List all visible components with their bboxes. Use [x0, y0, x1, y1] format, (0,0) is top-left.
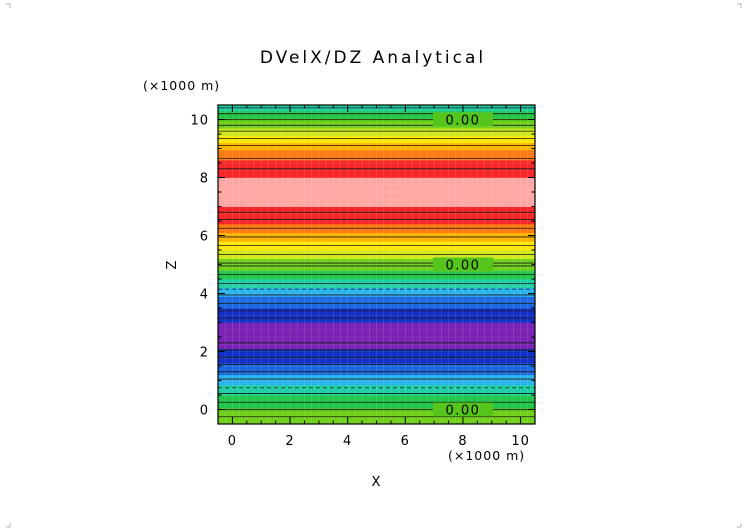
contour-labels: 0.00 0.00 0.00 [432, 112, 493, 419]
y-tick-label-6: 6 [200, 230, 209, 245]
contour-label-bg-1 [432, 257, 493, 272]
heatmap-band-24 [218, 128, 535, 136]
x-tick-label-10: 10 [511, 434, 530, 449]
x-axis-label: X [372, 475, 381, 490]
heatmap-band-10 [218, 287, 535, 297]
heatmap-band-7 [218, 322, 535, 349]
page-corner-marks [6, 3, 742, 528]
x-tick-label-0: 0 [228, 434, 237, 449]
y-axis-label: Z [165, 260, 180, 269]
contour-label-0: 0.00 [445, 114, 480, 129]
x-tick-label-6: 6 [401, 434, 410, 449]
contour-label-2: 0.00 [445, 404, 480, 419]
heatmap-band-22 [218, 142, 535, 151]
heatmap-band-25 [218, 120, 535, 129]
y-tick-label-0: 0 [200, 404, 209, 419]
x-axis-ticks: 0 2 4 6 8 10 [228, 105, 530, 449]
heatmap-band-19 [218, 177, 535, 207]
heatmap-band-9 [218, 296, 535, 309]
heatmap-band-23 [218, 135, 535, 144]
heatmap-band-3 [218, 384, 535, 396]
contour-label-1: 0.00 [445, 259, 480, 274]
y-tick-label-2: 2 [200, 346, 209, 361]
contour-label-bg-0 [432, 112, 493, 127]
y-tick-label-8: 8 [200, 172, 209, 187]
contour-label-bg-2 [432, 402, 493, 417]
heatmap-band-6 [218, 348, 535, 364]
y-tick-label-4: 4 [200, 288, 209, 303]
y-tick-label-10: 10 [190, 114, 209, 129]
heatmap-band-21 [218, 149, 535, 161]
y-axis-ticks: 0 2 4 6 8 10 [190, 114, 535, 419]
y-axis-unit: (×1000 m) [143, 78, 220, 93]
chart-title: DVelX/DZ Analytical [260, 48, 486, 68]
x-tick-label-8: 8 [458, 434, 467, 449]
heatmap-band-4 [218, 374, 535, 386]
x-tick-label-2: 2 [285, 434, 294, 449]
heatmap-band-8 [218, 308, 535, 323]
heatmap-band-27 [218, 110, 535, 119]
x-axis-unit: (×1000 m) [448, 448, 525, 463]
x-tick-label-4: 4 [343, 434, 352, 449]
